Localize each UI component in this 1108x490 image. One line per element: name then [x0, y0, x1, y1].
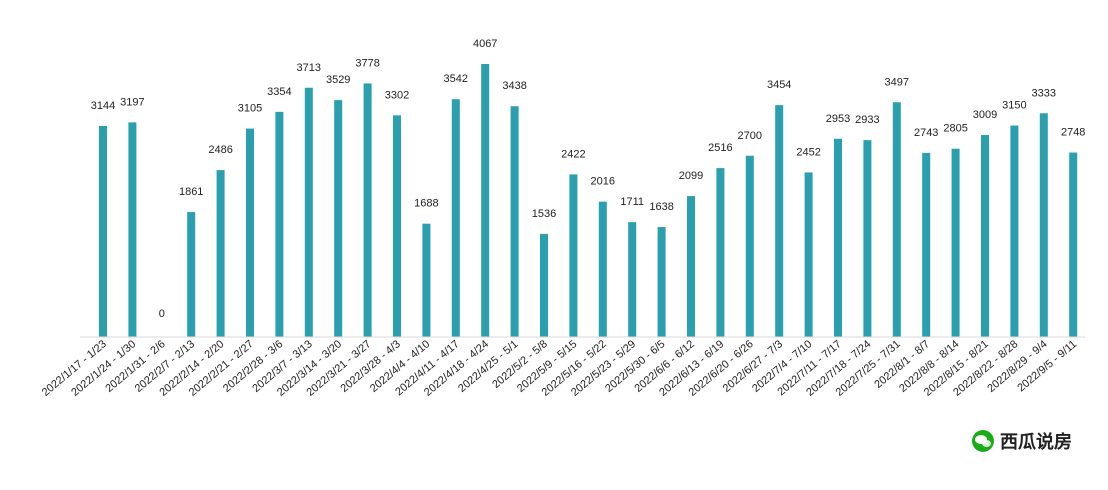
bar-29 [951, 148, 960, 337]
watermark-text: 西瓜说房 [1000, 432, 1072, 453]
value-label-11: 1688 [414, 198, 438, 210]
bar-4 [216, 170, 225, 337]
bar-8 [334, 100, 343, 338]
bar-7 [304, 87, 313, 337]
value-label-20: 2099 [679, 170, 703, 182]
bars-layer [99, 64, 1078, 338]
bar-33 [1069, 152, 1078, 337]
bar-6 [275, 111, 284, 337]
value-label-27: 3497 [885, 76, 909, 88]
bar-10 [393, 115, 401, 337]
value-label-13: 4067 [473, 38, 497, 50]
value-label-7: 3713 [297, 62, 321, 74]
value-label-4: 2486 [208, 144, 232, 156]
value-label-22: 2700 [738, 130, 762, 142]
bar-13 [481, 64, 490, 337]
wechat-icon [972, 430, 994, 452]
value-label-16: 2422 [561, 148, 585, 160]
bar-32 [1039, 113, 1048, 337]
bar-19 [657, 227, 666, 337]
value-labels-layer: 3144 3197 0 1861 2486 3105 3354 3713 3529 3778 330… [91, 38, 1086, 320]
value-label-17: 2016 [591, 176, 615, 188]
value-label-5: 3105 [238, 103, 262, 115]
value-label-10: 3302 [385, 89, 409, 101]
bar-5 [246, 128, 254, 337]
bar-3 [187, 212, 196, 337]
bar-15 [540, 233, 548, 337]
value-label-3: 1861 [179, 186, 203, 198]
bar-31 [1010, 125, 1019, 337]
value-label-1: 3197 [120, 96, 144, 108]
value-label-29: 2805 [943, 123, 967, 135]
value-label-0: 3144 [91, 100, 115, 112]
value-label-19: 1638 [649, 201, 673, 213]
value-label-23: 3454 [767, 79, 791, 91]
value-label-33: 2748 [1061, 127, 1085, 139]
bar-12 [451, 99, 460, 337]
value-label-32: 3333 [1032, 87, 1056, 99]
bar-23 [775, 105, 784, 338]
bar-17 [598, 201, 607, 337]
value-label-25: 2953 [826, 113, 850, 125]
value-label-18: 1711 [620, 196, 644, 208]
value-label-21: 2516 [708, 142, 732, 154]
bar-21 [716, 168, 725, 337]
value-label-26: 2933 [855, 114, 879, 126]
value-label-24: 2452 [796, 146, 820, 158]
value-label-14: 3438 [502, 80, 526, 92]
bar-27 [892, 102, 901, 337]
bar-25 [834, 138, 842, 337]
value-label-2: 0 [159, 308, 165, 320]
bar-30 [981, 135, 989, 337]
value-label-8: 3529 [326, 74, 350, 86]
value-label-12: 3542 [444, 73, 468, 85]
bar-16 [569, 174, 578, 337]
bar-28 [922, 152, 931, 337]
value-label-9: 3778 [355, 57, 379, 69]
bar-24 [804, 172, 813, 337]
value-label-28: 2743 [914, 127, 938, 139]
watermark-brand: 西瓜说房 [972, 428, 1072, 454]
value-label-31: 3150 [1002, 100, 1026, 112]
value-label-6: 3354 [267, 86, 291, 98]
bar-18 [628, 222, 637, 337]
value-label-15: 1536 [532, 208, 556, 220]
bar-26 [863, 140, 872, 337]
bar-20 [687, 196, 695, 337]
bar-11 [422, 223, 431, 337]
bar-14 [510, 106, 519, 337]
bar-0 [99, 125, 107, 337]
bar-22 [745, 155, 754, 337]
value-label-30: 3009 [973, 109, 997, 121]
bar-1 [128, 122, 137, 337]
bar-9 [363, 83, 372, 337]
